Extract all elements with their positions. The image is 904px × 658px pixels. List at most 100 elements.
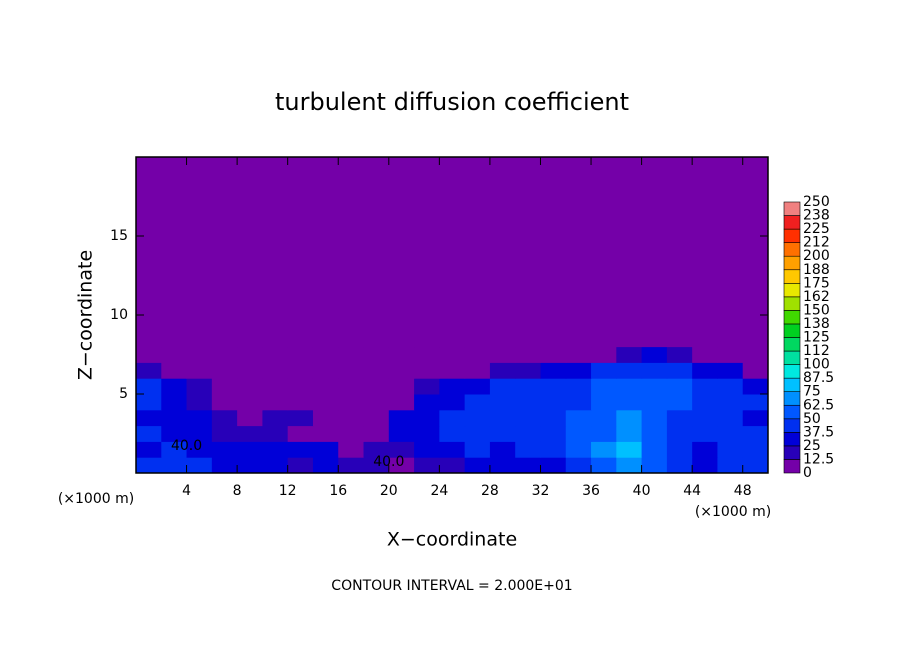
- field-cell: [136, 362, 162, 379]
- field-cell: [717, 409, 744, 427]
- field-cell: [312, 394, 339, 411]
- field-cell: [540, 394, 567, 411]
- field-cell: [439, 457, 466, 474]
- field-cell: [363, 346, 390, 363]
- field-cell: [211, 157, 238, 348]
- field-cell: [616, 157, 643, 348]
- field-cell: [136, 346, 162, 363]
- field-cell: [136, 157, 162, 348]
- field-cell: [388, 457, 415, 474]
- field-cell: [136, 409, 162, 427]
- field-cell: [717, 346, 744, 363]
- colorbar-swatch: [783, 391, 801, 406]
- colorbar-swatch: [783, 445, 801, 460]
- field-cell: [666, 346, 693, 363]
- field-cell: [186, 157, 213, 348]
- field-cell: [287, 378, 314, 395]
- field-cell: [591, 362, 617, 379]
- field-cell: [262, 346, 289, 363]
- colorbar-label: 250: [803, 194, 830, 210]
- field-cell: [616, 394, 643, 411]
- field-cell: [717, 441, 744, 458]
- field-cell: [666, 457, 693, 474]
- field-cell: [136, 378, 162, 395]
- field-cell: [136, 425, 162, 442]
- field-cell: [211, 346, 238, 363]
- field-cell: [616, 378, 643, 395]
- field-cell: [237, 457, 263, 474]
- field-cell: [616, 457, 643, 474]
- field-cell: [287, 346, 314, 363]
- field-cell: [287, 441, 314, 458]
- x-tick-label: 8: [233, 483, 242, 499]
- field-cell: [464, 362, 491, 379]
- field-cell: [464, 378, 491, 395]
- field-cell: [591, 425, 617, 442]
- field-cell: [439, 378, 466, 395]
- field-cell: [641, 441, 668, 458]
- field-cell: [692, 157, 718, 348]
- field-cell: [565, 425, 592, 442]
- field-cell: [211, 425, 238, 442]
- field-cell: [312, 441, 339, 458]
- colorbar-swatch: [783, 255, 801, 271]
- field-cell: [515, 425, 541, 442]
- field-cell: [540, 378, 567, 395]
- field-cell: [439, 157, 466, 348]
- field-cell: [565, 157, 592, 348]
- colorbar-swatch: [783, 377, 801, 392]
- x-tick-label: 48: [734, 483, 752, 499]
- field-cell: [666, 394, 693, 411]
- colorbar-label: 238: [803, 208, 830, 224]
- field-cell: [742, 425, 769, 442]
- colorbar-swatch: [783, 201, 801, 216]
- field-cell: [414, 394, 440, 411]
- field-cell: [565, 346, 592, 363]
- field-cell: [211, 457, 238, 474]
- y-axis-label: Z−coordinate: [75, 250, 97, 380]
- field-cell: [414, 362, 440, 379]
- field-cell: [161, 394, 188, 411]
- field-cell: [338, 346, 365, 363]
- colorbar-label: 200: [803, 248, 830, 264]
- field-cell: [262, 157, 289, 348]
- field-cell: [464, 441, 491, 458]
- field-cell: [388, 362, 415, 379]
- colorbar-swatch: [783, 337, 801, 352]
- field-cell: [717, 457, 744, 474]
- colorbar-swatch: [783, 418, 801, 433]
- x-tick-label: 4: [182, 483, 191, 499]
- field-cell: [717, 157, 744, 348]
- colorbar-swatch: [783, 323, 801, 338]
- colorbar-label: 37.5: [803, 424, 834, 440]
- field-cell: [540, 425, 567, 442]
- field-cell: [464, 346, 491, 363]
- colorbar-swatch: [783, 215, 801, 230]
- colorbar-swatch: [783, 269, 801, 284]
- field-cell: [742, 409, 769, 427]
- field-cell: [211, 394, 238, 411]
- field-cell: [591, 378, 617, 395]
- field-cell: [591, 394, 617, 411]
- x-tick-label: 12: [279, 483, 297, 499]
- field-cell: [186, 378, 213, 395]
- field-cell: [641, 378, 668, 395]
- x-tick-label: 36: [582, 483, 600, 499]
- field-cell: [489, 157, 516, 348]
- colorbar-swatch: [783, 228, 801, 243]
- y-unit: (×1000 m): [695, 504, 771, 520]
- field-cell: [515, 457, 541, 474]
- field-cell: [161, 378, 188, 395]
- field-cell: [616, 441, 643, 458]
- field-cell: [414, 457, 440, 474]
- y-tick-label: 15: [110, 228, 128, 244]
- field-cell: [363, 157, 390, 348]
- field-cell: [515, 378, 541, 395]
- field-cell: [338, 378, 365, 395]
- field-cell: [262, 409, 289, 427]
- field-cell: [666, 425, 693, 442]
- field-cell: [591, 457, 617, 474]
- field-cell: [641, 425, 668, 442]
- colorbar-label: 162: [803, 289, 830, 305]
- field-cell: [515, 362, 541, 379]
